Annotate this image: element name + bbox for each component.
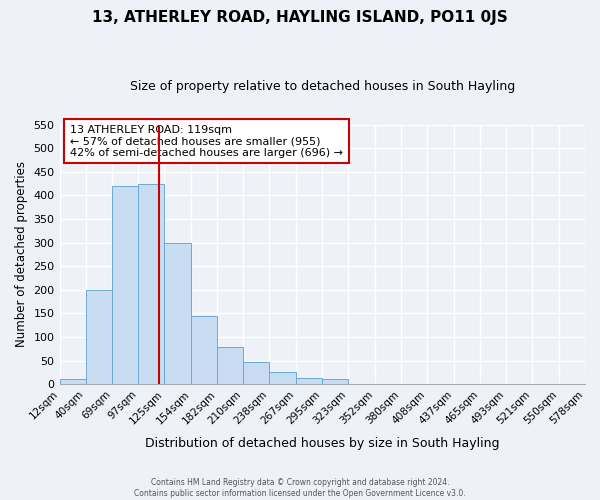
- Bar: [244, 362, 269, 384]
- Bar: [217, 348, 244, 384]
- Bar: [269, 372, 296, 384]
- Bar: [322, 380, 348, 384]
- Bar: [139, 184, 164, 384]
- Text: 13 ATHERLEY ROAD: 119sqm
← 57% of detached houses are smaller (955)
42% of semi-: 13 ATHERLEY ROAD: 119sqm ← 57% of detach…: [70, 124, 343, 158]
- Bar: [191, 316, 217, 384]
- X-axis label: Distribution of detached houses by size in South Hayling: Distribution of detached houses by size …: [145, 437, 500, 450]
- Text: Contains HM Land Registry data © Crown copyright and database right 2024.
Contai: Contains HM Land Registry data © Crown c…: [134, 478, 466, 498]
- Y-axis label: Number of detached properties: Number of detached properties: [15, 162, 28, 348]
- Bar: [296, 378, 322, 384]
- Title: Size of property relative to detached houses in South Hayling: Size of property relative to detached ho…: [130, 80, 515, 93]
- Bar: [164, 242, 191, 384]
- Bar: [585, 382, 600, 384]
- Bar: [59, 380, 86, 384]
- Bar: [112, 186, 139, 384]
- Bar: [86, 290, 112, 384]
- Text: 13, ATHERLEY ROAD, HAYLING ISLAND, PO11 0JS: 13, ATHERLEY ROAD, HAYLING ISLAND, PO11 …: [92, 10, 508, 25]
